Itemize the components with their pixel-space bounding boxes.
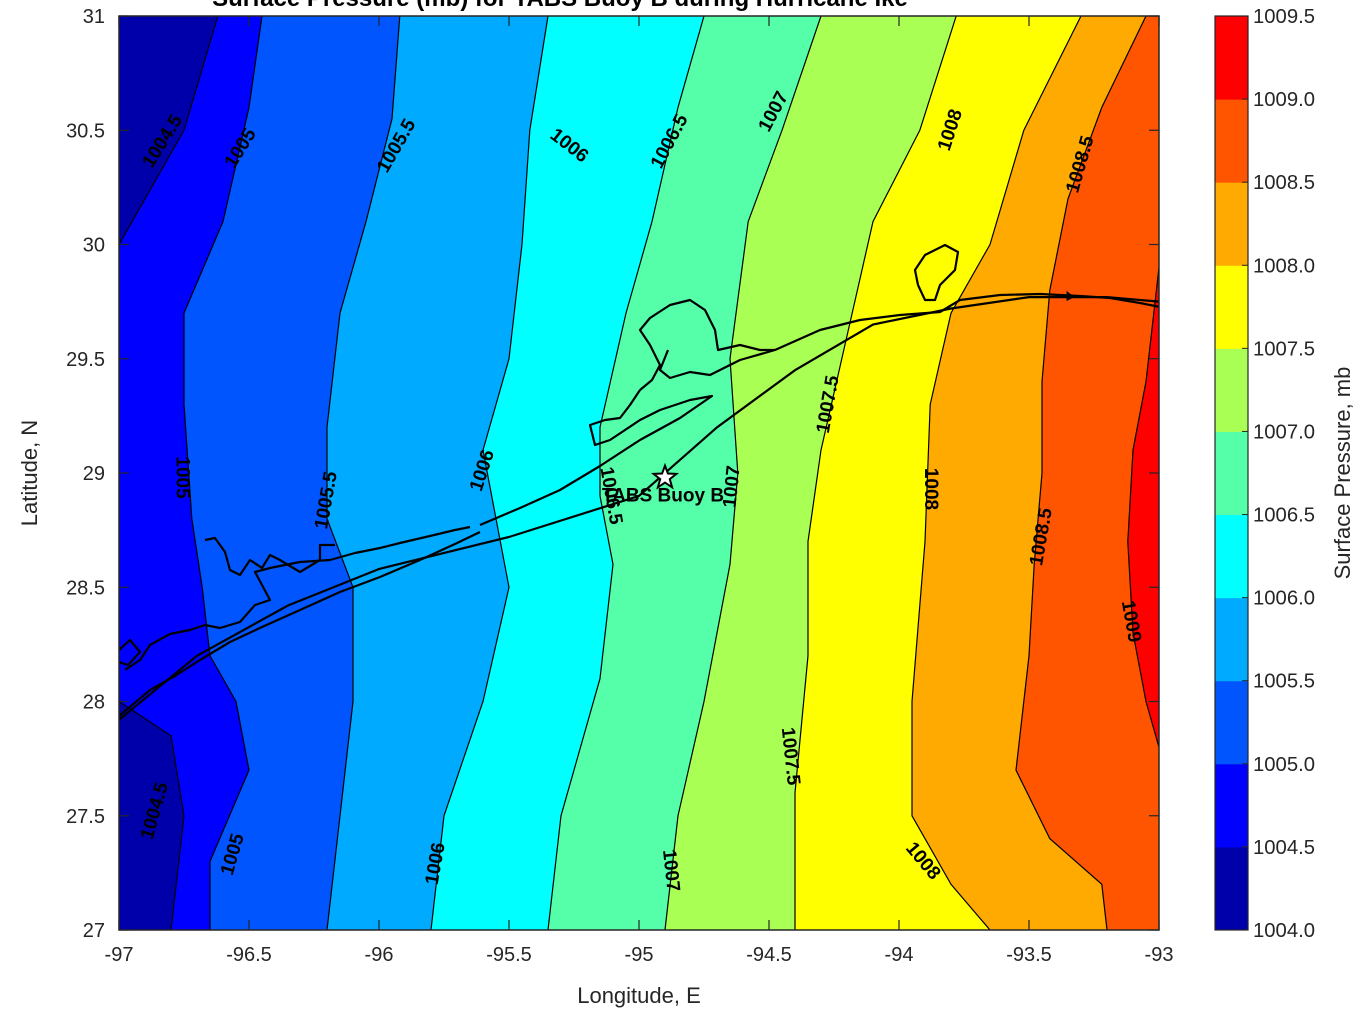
x-tick-label: -95.5 (486, 944, 532, 966)
colorbar-segment (1215, 846, 1248, 931)
colorbar: 1004.0 1004.5 1005.0 1005.5 1006.0 1006.5 1007… (1214, 6, 1315, 942)
y-tick-label: 31 (83, 6, 105, 28)
colorbar-segment (1215, 597, 1248, 682)
contour-line-1004.5 (119, 700, 185, 930)
y-axis: 27 27.5 28 28.5 29 29.5 30 30.5 31 (66, 6, 1159, 942)
colorbar-tick-label: 1007.5 (1253, 338, 1315, 360)
contour-line-1006 (430, 16, 549, 930)
station-label: TABS Buoy B (602, 486, 724, 507)
x-axis-label: Longitude, E (577, 983, 701, 1008)
coastline-bay-path (124, 525, 471, 671)
x-tick-label: -94 (885, 944, 914, 966)
x-tick-label: -95 (625, 944, 654, 966)
contour-label: 1007 (719, 465, 744, 509)
contour-line-1006.5 (547, 16, 705, 930)
contour-line-1008 (911, 16, 1082, 930)
colorbar-tick-label: 1008.0 (1253, 255, 1315, 277)
contour-line-1005.5 (326, 16, 401, 930)
colorbar-segment (1215, 348, 1248, 432)
hurricane-track (119, 291, 1159, 721)
sabine-lake-path (913, 243, 960, 302)
chart-title: Surface Pressure (mb) for TABS Buoy B du… (212, 0, 908, 12)
colorbar-tick-label: 1006.0 (1253, 588, 1315, 610)
colorbar-tick-label: 1006.5 (1253, 505, 1315, 527)
contour-lines (119, 16, 1159, 930)
contour-line-1004.5 (119, 16, 219, 245)
y-tick-label: 27 (83, 920, 105, 942)
y-tick-label: 28.5 (66, 577, 105, 599)
colorbar-segment (1215, 431, 1248, 516)
colorbar-tick-label: 1009.0 (1253, 89, 1315, 111)
contour-line-1007 (664, 16, 822, 930)
band-1008.5 (1016, 16, 1159, 930)
contour-line-1008.5 (1015, 16, 1147, 930)
contour-line-1009 (1127, 267, 1159, 748)
track-line (119, 296, 1159, 721)
colorbar-tick-label: 1004.0 (1253, 920, 1315, 942)
y-tick-label: 29 (83, 463, 105, 485)
station-star-icon (650, 462, 680, 490)
colorbar-segment (1215, 680, 1248, 765)
station-marker: TABS Buoy B (602, 462, 724, 507)
colorbar-tick-label: 1005.0 (1253, 754, 1315, 776)
colorbar-frame (1214, 15, 1249, 931)
colorbar-segment (1215, 265, 1248, 349)
colorbar-tick-label: 1004.5 (1253, 837, 1315, 859)
x-tick-label: -96 (365, 944, 394, 966)
contour-label: 1008 (920, 468, 941, 510)
y-tick-label: 29.5 (66, 349, 105, 371)
contour-label: 1005 (171, 456, 192, 499)
band-1009.0-1009.5-0 (1127, 267, 1159, 748)
colorbar-tick-label: 1009.5 (1253, 6, 1315, 28)
x-tick-label: -97 (105, 944, 134, 966)
contour-line-1007.5 (794, 16, 957, 930)
colorbar-segment (1215, 763, 1248, 848)
colorbar-tick-label: 1005.5 (1253, 671, 1315, 693)
coastline-inner-path (204, 536, 335, 577)
colorbar-segment (1215, 16, 1248, 100)
colorbar-segment (1215, 182, 1248, 266)
x-tick-label: -93.5 (1006, 944, 1052, 966)
band-1004.0-1004.5-0 (119, 16, 218, 245)
colorbar-segment (1215, 514, 1248, 599)
y-tick-label: 30.5 (66, 120, 105, 142)
y-tick-label: 27.5 (66, 806, 105, 828)
colorbar-tick-label: 1007.0 (1253, 421, 1315, 443)
band-1004.0-1004.5-1 (119, 701, 184, 930)
y-tick-label: 28 (83, 692, 105, 714)
y-axis-label: Latitude, N (17, 420, 42, 526)
x-tick-label: -96.5 (226, 944, 272, 966)
coastline-west-path (119, 638, 142, 667)
x-tick-label: -93 (1145, 944, 1174, 966)
x-tick-label: -94.5 (746, 944, 792, 966)
contour-line-1005 (183, 16, 263, 930)
colorbar-tick-label: 1008.5 (1253, 172, 1315, 194)
colorbar-label: Surface Pressure, mb (1330, 367, 1355, 580)
contour-fills (119, 16, 1159, 930)
x-axis: -97 -96.5 -96 -95.5 -95 -94.5 -94 -93.5 -93 (105, 16, 1174, 966)
galveston-bay-path (638, 298, 777, 391)
track-marker-icon (1066, 291, 1075, 302)
contour-label: 1007 (658, 848, 683, 892)
galveston-island-path (479, 389, 714, 527)
colorbar-segment (1215, 99, 1248, 183)
y-tick-label: 30 (83, 235, 105, 257)
